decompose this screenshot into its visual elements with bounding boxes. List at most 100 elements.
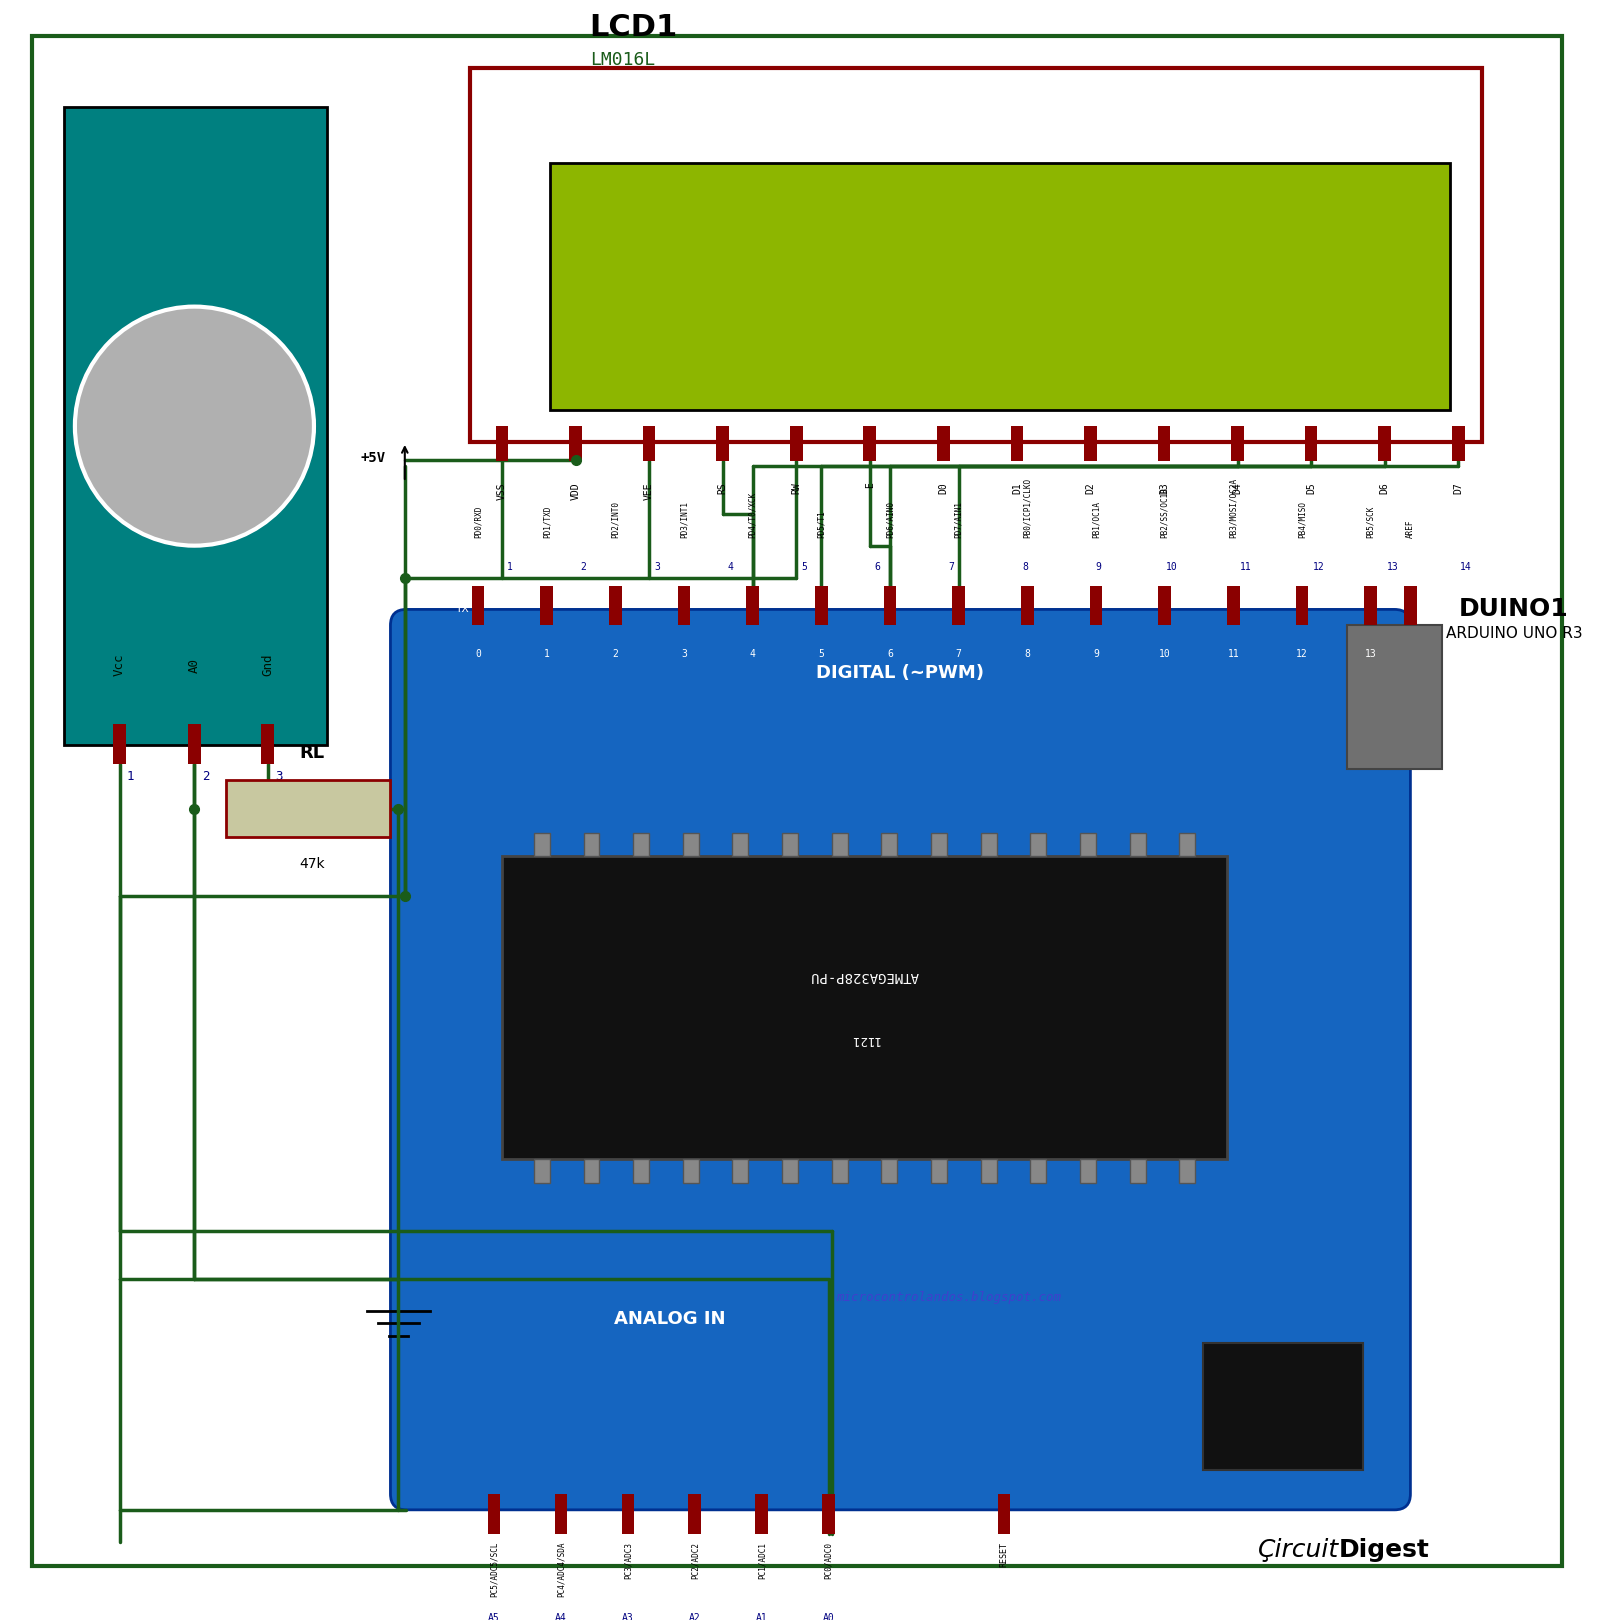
Bar [610, 585, 622, 625]
Text: 10: 10 [1166, 562, 1178, 572]
Bar [882, 833, 898, 857]
Bar [189, 724, 202, 765]
Bar [832, 833, 848, 857]
Text: 12: 12 [1314, 562, 1325, 572]
Text: D4: D4 [1232, 481, 1243, 494]
Bar [1085, 426, 1098, 462]
Text: 11: 11 [1240, 562, 1251, 572]
Bar [683, 1160, 699, 1183]
Text: PB4/MISO: PB4/MISO [1298, 501, 1307, 538]
Text: 1: 1 [507, 562, 514, 572]
FancyBboxPatch shape [390, 609, 1411, 1510]
Text: RW: RW [792, 481, 802, 494]
Text: PB5/SCK: PB5/SCK [1366, 505, 1374, 538]
Text: AREF: AREF [1406, 518, 1414, 538]
Bar [488, 1494, 501, 1534]
Text: E: E [864, 481, 875, 488]
Bar [1365, 585, 1378, 625]
Bar [470, 68, 1482, 442]
Text: 0: 0 [475, 650, 482, 659]
Bar [634, 833, 650, 857]
Text: 9: 9 [1093, 650, 1099, 659]
Text: PC2/ADC2: PC2/ADC2 [690, 1542, 699, 1580]
Bar [502, 857, 1227, 1160]
Bar [555, 1494, 568, 1534]
Bar [755, 1494, 768, 1534]
Text: 2: 2 [613, 650, 618, 659]
Text: PD7/AIN1: PD7/AIN1 [954, 501, 963, 538]
Text: 1121: 1121 [850, 1034, 880, 1047]
Bar [64, 107, 326, 745]
Text: 3: 3 [654, 562, 661, 572]
Text: 3: 3 [275, 770, 283, 782]
Bar [496, 426, 509, 462]
Bar [1304, 426, 1317, 462]
Bar [550, 164, 1450, 410]
Bar [1090, 585, 1102, 625]
Text: 3: 3 [682, 650, 686, 659]
Text: ARDUINO UNO R3: ARDUINO UNO R3 [1446, 625, 1582, 642]
Text: 2: 2 [202, 770, 210, 782]
Text: PD4/T0/XCK: PD4/T0/XCK [749, 491, 757, 538]
Text: A0: A0 [822, 1614, 835, 1620]
Text: 2: 2 [581, 562, 587, 572]
Text: 5: 5 [802, 562, 806, 572]
Text: RX: RX [456, 580, 469, 591]
Text: DUINO1: DUINO1 [1459, 598, 1570, 622]
Bar [1158, 426, 1170, 462]
Bar [584, 833, 600, 857]
Bar [717, 426, 730, 462]
Circle shape [75, 306, 314, 546]
Text: 13: 13 [1365, 650, 1376, 659]
Text: Vcc: Vcc [114, 654, 126, 677]
Bar [1011, 426, 1024, 462]
Bar [832, 1160, 848, 1183]
Text: 4: 4 [728, 562, 733, 572]
Text: PD6/AIN0: PD6/AIN0 [885, 501, 894, 538]
Bar [683, 833, 699, 857]
Text: A0: A0 [187, 658, 202, 672]
Text: 47k: 47k [299, 857, 325, 872]
Bar [733, 1160, 749, 1183]
Bar [931, 833, 947, 857]
Bar [822, 1494, 835, 1534]
Text: 1: 1 [544, 650, 550, 659]
Text: DIGITAL (~PWM): DIGITAL (~PWM) [816, 664, 984, 682]
Bar [643, 426, 656, 462]
Bar [883, 585, 896, 625]
Bar [1080, 1160, 1096, 1183]
Bar [1130, 1160, 1146, 1183]
Text: LCD1: LCD1 [590, 13, 678, 42]
Bar [938, 426, 950, 462]
Bar [570, 426, 582, 462]
Text: PD2/INT0: PD2/INT0 [611, 501, 619, 538]
Text: RESET: RESET [1000, 1542, 1008, 1567]
Bar [746, 585, 758, 625]
Text: PB0/ICP1/CLKO: PB0/ICP1/CLKO [1022, 478, 1032, 538]
Bar [226, 779, 390, 838]
Bar [114, 724, 126, 765]
Text: 8: 8 [1024, 650, 1030, 659]
Bar [790, 426, 803, 462]
Bar [1179, 1160, 1195, 1183]
Text: PB2/SS/OC1B: PB2/SS/OC1B [1160, 488, 1170, 538]
Bar [1130, 833, 1146, 857]
Text: A2: A2 [690, 1614, 701, 1620]
Text: D1: D1 [1011, 481, 1022, 494]
Bar [1296, 585, 1309, 625]
Text: D2: D2 [1085, 481, 1096, 494]
Text: microcontrolandos.blogspot.com: microcontrolandos.blogspot.com [835, 1291, 1061, 1304]
Bar [1347, 625, 1442, 770]
Text: 10: 10 [1158, 650, 1171, 659]
Bar [688, 1494, 701, 1534]
Text: 12: 12 [1296, 650, 1307, 659]
Bar [782, 1160, 798, 1183]
Bar [541, 585, 554, 625]
Bar [814, 585, 827, 625]
Text: 8: 8 [1022, 562, 1027, 572]
Text: 4: 4 [750, 650, 755, 659]
Text: PC4/ADC4/SDA: PC4/ADC4/SDA [557, 1542, 565, 1597]
Text: 5: 5 [819, 650, 824, 659]
Text: D7: D7 [1453, 481, 1464, 494]
Text: ANALOG IN: ANALOG IN [613, 1309, 725, 1328]
